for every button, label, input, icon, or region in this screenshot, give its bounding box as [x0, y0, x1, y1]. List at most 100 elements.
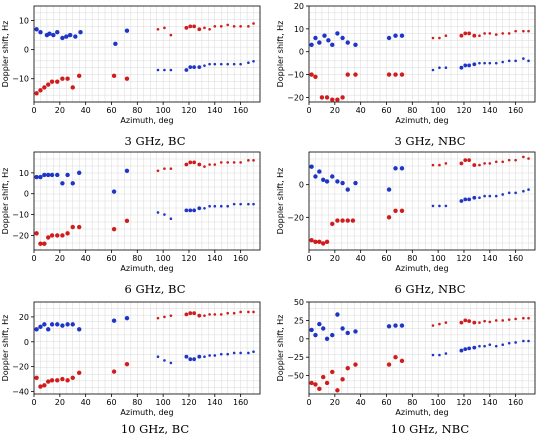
data-point	[247, 351, 250, 355]
data-point	[208, 163, 211, 166]
x-axis-label: Azimuth, deg	[120, 408, 173, 417]
data-point	[239, 202, 242, 206]
x-tick-label: 160	[233, 106, 248, 115]
data-point	[483, 344, 486, 348]
data-point	[472, 345, 477, 350]
data-point	[431, 68, 435, 72]
y-axis-label: Doppler shift, Hz	[276, 315, 285, 382]
data-point	[213, 163, 217, 166]
data-point	[60, 181, 65, 186]
data-point	[55, 322, 60, 327]
x-tick-label: 140	[207, 106, 222, 115]
data-point	[113, 41, 118, 47]
data-point	[386, 362, 392, 367]
data-point	[197, 206, 202, 211]
data-point	[340, 180, 345, 186]
data-point	[459, 33, 464, 38]
data-point	[111, 318, 117, 323]
data-point	[431, 204, 435, 208]
data-point	[169, 33, 173, 37]
data-point	[322, 33, 327, 38]
y-tick-label: 25	[294, 316, 304, 325]
x-tick-label: 0	[31, 106, 36, 115]
data-point	[247, 159, 250, 162]
x-tick-label: 120	[456, 254, 471, 263]
data-point	[111, 226, 117, 232]
data-point	[188, 357, 193, 362]
data-point	[488, 32, 492, 35]
data-point	[184, 162, 189, 167]
data-point	[353, 72, 358, 77]
x-tick-label: 160	[508, 106, 523, 115]
data-point	[353, 329, 358, 334]
x-tick-label: 140	[482, 106, 497, 115]
x-tick-label: 160	[233, 398, 248, 407]
data-point	[188, 24, 193, 29]
data-point	[77, 224, 82, 230]
data-point	[232, 202, 236, 206]
x-tick-label: 0	[31, 398, 36, 407]
data-point	[324, 179, 330, 184]
data-point	[156, 355, 160, 358]
data-point	[330, 97, 335, 102]
y-tick-label: 20	[294, 2, 304, 11]
x-tick-label: 40	[356, 106, 366, 115]
data-point	[77, 170, 82, 176]
data-point	[247, 61, 250, 65]
data-point	[163, 26, 166, 30]
data-point	[42, 241, 47, 246]
series-red	[34, 310, 255, 389]
x-tick-label: 40	[356, 398, 366, 407]
data-point	[46, 327, 51, 332]
data-point	[184, 25, 189, 30]
data-point	[77, 370, 82, 376]
x-tick-label: 20	[330, 106, 340, 115]
caption-3ghz-nbc: 3 GHz, NBC	[394, 134, 466, 148]
y-axis-label: Doppler shift, Hz	[276, 21, 285, 88]
data-point	[514, 341, 517, 344]
data-point	[350, 218, 356, 223]
data-point	[514, 317, 517, 321]
x-tick-label: 40	[81, 254, 91, 263]
data-point	[483, 162, 486, 165]
data-point	[472, 62, 477, 67]
data-point	[313, 35, 318, 41]
y-tick-label: 10	[19, 169, 29, 178]
data-point	[386, 35, 392, 41]
data-point	[111, 189, 117, 194]
grid	[33, 151, 261, 251]
data-point	[522, 189, 525, 193]
data-point	[488, 343, 492, 346]
x-tick-label: 20	[55, 398, 65, 407]
x-axis-label: Azimuth, deg	[120, 116, 173, 125]
data-point	[483, 319, 486, 323]
y-tick-label: 0	[299, 181, 304, 190]
data-point	[438, 204, 441, 208]
x-tick-label: 120	[456, 106, 471, 115]
data-point	[163, 359, 166, 362]
data-point	[192, 357, 197, 362]
data-point	[309, 238, 314, 243]
series-red	[309, 316, 530, 393]
data-point	[335, 31, 340, 36]
x-tick-label: 0	[306, 106, 311, 115]
data-point	[34, 91, 39, 96]
data-point	[34, 174, 39, 180]
data-point	[197, 65, 202, 69]
data-point	[335, 388, 340, 393]
data-point	[309, 72, 314, 77]
data-point	[345, 366, 350, 371]
data-point	[38, 88, 43, 93]
data-point	[386, 215, 392, 220]
series-blue	[309, 164, 530, 208]
data-point	[252, 310, 255, 314]
series-blue	[34, 168, 255, 221]
data-point	[60, 323, 65, 328]
data-point	[67, 32, 73, 38]
y-tick-label: −20	[12, 363, 29, 372]
data-point	[467, 197, 472, 202]
data-point	[64, 34, 69, 39]
caption-6ghz-bc: 6 GHz, BC	[124, 282, 186, 296]
data-point	[65, 172, 70, 178]
